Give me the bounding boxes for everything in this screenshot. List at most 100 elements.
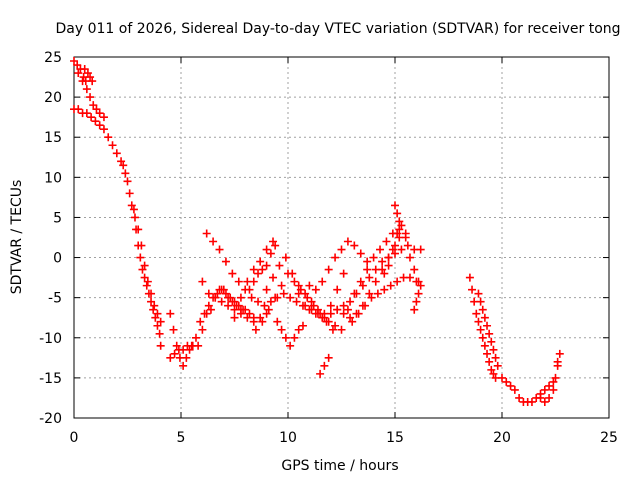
series-track-24 (410, 281, 425, 314)
data-point (215, 245, 224, 254)
data-point (313, 309, 322, 318)
data-point (155, 329, 164, 338)
data-point (343, 237, 352, 246)
data-point (121, 169, 130, 178)
data-point (286, 341, 295, 350)
data-point (288, 269, 297, 278)
data-point (232, 301, 241, 310)
data-point (191, 333, 200, 342)
data-point (140, 273, 149, 282)
data-point (254, 297, 263, 306)
series-track-25 (465, 273, 500, 382)
data-point (331, 253, 340, 262)
data-point (354, 309, 363, 318)
data-point (271, 241, 280, 250)
data-point (403, 241, 412, 250)
data-point (277, 281, 286, 290)
data-point (536, 393, 545, 402)
data-point (140, 261, 149, 270)
series-track-18 (316, 353, 333, 378)
data-point (491, 353, 500, 362)
data-point (230, 313, 239, 322)
data-point (331, 321, 340, 330)
data-point (478, 305, 487, 314)
data-point (480, 313, 489, 322)
data-point (294, 281, 303, 290)
data-point (156, 341, 165, 350)
data-point (179, 345, 188, 354)
data-point (361, 301, 370, 310)
data-point (74, 69, 83, 78)
data-point (277, 325, 286, 334)
data-point (182, 353, 191, 362)
data-point (391, 249, 399, 258)
grid-lines (74, 57, 609, 418)
data-point (249, 317, 258, 326)
series-track-22 (380, 221, 423, 286)
y-tick-label: -10 (39, 331, 62, 347)
data-point (384, 253, 393, 262)
data-point (474, 317, 483, 326)
data-point (275, 261, 284, 270)
data-point (256, 257, 265, 266)
data-point (320, 361, 329, 370)
data-point (339, 301, 348, 310)
data-point (412, 297, 421, 306)
data-point (294, 325, 303, 334)
data-point (273, 317, 282, 326)
data-point (262, 285, 271, 294)
data-point (350, 241, 359, 250)
data-point (228, 297, 237, 306)
data-point (545, 393, 554, 402)
x-tick-label: 0 (70, 430, 79, 446)
data-point (326, 301, 335, 310)
data-point (224, 293, 233, 302)
data-point (326, 309, 335, 318)
data-point (483, 321, 492, 330)
data-point (78, 77, 87, 86)
data-point (489, 345, 498, 354)
data-point (540, 385, 549, 394)
data-point (170, 349, 179, 358)
data-point (88, 77, 97, 86)
data-point (485, 329, 494, 338)
data-point (99, 113, 108, 122)
data-point (262, 261, 271, 270)
data-point (348, 317, 357, 326)
data-point (249, 277, 258, 286)
data-point (196, 317, 205, 326)
data-point (206, 305, 215, 314)
data-point (213, 289, 222, 298)
y-tick-label: 5 (53, 210, 62, 226)
data-point (395, 217, 404, 226)
data-point (303, 293, 312, 302)
data-point (150, 301, 159, 310)
data-point (405, 273, 414, 282)
data-point (397, 221, 406, 230)
data-point (198, 325, 207, 334)
data-point (337, 325, 346, 334)
data-point (204, 289, 213, 298)
series-track-14 (262, 253, 348, 318)
data-point (311, 285, 320, 294)
data-point (483, 349, 492, 358)
data-point (378, 265, 387, 274)
data-point (405, 253, 414, 262)
data-point (241, 305, 250, 314)
data-point (149, 305, 158, 314)
data-point (290, 277, 299, 286)
data-point (230, 305, 239, 314)
data-point (249, 265, 258, 274)
data-point (356, 249, 365, 258)
data-point (266, 297, 275, 306)
data-point (236, 309, 245, 318)
series-track-2 (80, 65, 97, 86)
data-point (258, 317, 267, 326)
data-point (373, 289, 382, 298)
data-point (476, 297, 485, 306)
data-point (410, 265, 419, 274)
data-point (333, 305, 342, 314)
data-point (95, 121, 104, 130)
data-point (298, 321, 307, 330)
